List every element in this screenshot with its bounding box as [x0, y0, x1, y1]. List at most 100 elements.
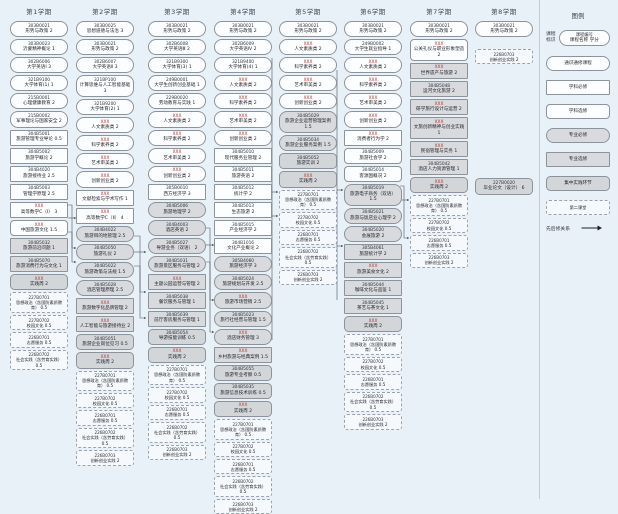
course-code: 304B5006 [165, 204, 189, 210]
course-code: XXX [172, 113, 182, 119]
course-box: 304B5003 管理学原理 2.5 [10, 183, 68, 200]
course-name: 餐饮服务与管理 1 [158, 300, 196, 306]
course-box: XXX 艺术审美类 2 [148, 147, 206, 164]
course-box: XXX 世界遗产与旅游 2 [410, 62, 468, 80]
course-name: 旅游社会学 2 [359, 155, 387, 161]
course-box: 227B0701 思想政治（含国防素质教育） 0.5 [148, 364, 206, 386]
course-name: 大学体育(2) 1 [90, 106, 120, 112]
course-code: 304B5052 [296, 155, 320, 161]
course-box: 304B5022 旅游政策与法规 1.5 [76, 261, 134, 279]
course-code: 226B0702 [166, 424, 188, 430]
legend-shape-ge: 通识通修课程 [546, 56, 610, 72]
legend-shape-label: 集中实践环节 [564, 180, 592, 186]
course-box: XXX 实践周 2 [410, 177, 468, 194]
course-code: 303B0021 [361, 23, 385, 29]
course-box: 304B5028 酒店管理原理 2.5 [76, 280, 134, 297]
course-code: 226B0702 [232, 478, 254, 484]
course-name: 艺术审美类 2 [91, 161, 119, 167]
course-code: XXX [434, 119, 444, 125]
course-box: 249B0002 大学生就业指导 1 [344, 39, 402, 56]
course-code: XXX [100, 155, 110, 161]
course-code: 302B6009 [231, 41, 255, 47]
course-name: 艺术审美类 2 [294, 83, 322, 89]
course-code: XXX [34, 204, 44, 210]
course-code: XXX [303, 59, 313, 65]
semester-column-7: 第7学期 303B0021 形势与政策 2 XXX 公关礼仪与职业形象塑造 2 XXX 世界… [410, 6, 468, 268]
course-code: 304B5035 [231, 385, 255, 391]
course-code: 227B0702 [94, 395, 116, 401]
course-code: 303B0023 [27, 41, 51, 47]
course-code: XXX [368, 264, 378, 270]
course-box: 226B0703 创新创业实践 2 [148, 444, 206, 461]
course-name: 高等数学C（Ⅰ） 3 [20, 209, 58, 215]
course-name: 旅游礼仪 2 [93, 251, 117, 257]
course-code: 321B9100 [27, 77, 51, 83]
course-box: 303B0023 沂蒙精神概论 1 [10, 39, 68, 56]
course-name: 形势与政策 2 [25, 28, 53, 34]
course-name: 计算思维与人工智能基础 3 [79, 83, 131, 94]
course-box: 304B5023 旅行社经营与管理 1.5 [214, 310, 272, 327]
course-box: 302B6009 大学英语Ⅳ 2 [214, 39, 272, 56]
course-code: 304B5002 [27, 150, 51, 156]
course-name: 旅游政策与法规 1.5 [84, 269, 126, 275]
legend-badge-name: 课程名称 学分 [569, 37, 599, 43]
course-box: XXX 科学素养类 2 [148, 129, 206, 146]
course-code: 304B5014 [361, 168, 385, 174]
course-box: 304B5031 旅游景区服务与管理 2 [148, 256, 206, 273]
course-name: 旅游专业考察 0.5 [224, 372, 262, 378]
course-name: 社会实践（含劳育实践） 0.5 [349, 399, 397, 410]
course-name: 科学素养类 2 [294, 65, 322, 71]
course-code: 304B5010 [231, 150, 255, 156]
course-box: 304B5013 生态旅游 2 [214, 201, 272, 219]
course-code: 226B0703 [493, 51, 515, 57]
course-name: 科学素养类 2 [229, 101, 257, 107]
course-box: 304B5050 旅游礼仪 2 [76, 243, 134, 260]
course-code: 304B4022 [93, 228, 117, 234]
course-name: 旅游管理专业导论 0.5 [16, 137, 62, 143]
course-box: 226B0701 志愿服务 0.5 [76, 410, 134, 426]
course-box: XXX 科学素养类 2 [344, 75, 402, 92]
course-box: 304B5002 旅游学概论 2 [10, 147, 68, 164]
course-code: XXX [172, 132, 182, 138]
course-code: XXX [100, 119, 110, 125]
semester-header: 第1学期 [26, 8, 52, 16]
course-box: XXX 科学素养类 2 [76, 135, 134, 152]
course-name: 艺术审美类 2 [359, 101, 387, 107]
course-code: 304B5023 [231, 313, 255, 318]
course-box: 304B5044 咖啡文化与品鉴 1 [344, 280, 402, 297]
course-box: XXX 艺术审美类 2 [344, 93, 402, 110]
course-name: 民宿管理与实务 1 [420, 148, 458, 154]
course-name: 大学体育(1) 1 [24, 83, 54, 89]
course-name: 科学素养类 2 [359, 83, 387, 89]
course-name: 主题公园运营与管理 2 [154, 282, 200, 288]
course-name: 科学素养类 2 [163, 137, 191, 143]
course-code: 304B5042 [427, 161, 451, 167]
course-name: 志愿服务 0.5 [360, 381, 386, 387]
course-box: 303B0021 形势与政策 2 [10, 21, 68, 38]
course-box: XXX 人文素质类 2 [214, 75, 272, 92]
course-code: 304B5012 [231, 186, 255, 192]
course-box: 226B0701 志愿服务 0.5 [410, 235, 468, 251]
course-name: 毕业论文（设计） 6 [483, 186, 525, 192]
course-name: 酒店财务管理 3 [227, 336, 259, 342]
course-box: 303B0025 思想道德与法治 3 [76, 21, 134, 38]
semester-column-8: 第8学期 303B0021 形势与政策 2 226B0703 创新创业实践 2 227B0… [475, 6, 533, 195]
course-box: 227B0701 思想政治（含国防素质教育） 0.5 [76, 370, 134, 392]
course-code: XXX [172, 349, 182, 355]
course-code: 226B0703 [362, 416, 384, 422]
course-code: 304B5045 [361, 300, 385, 306]
course-code: 302B6007 [93, 59, 117, 65]
semester-header: 第6学期 [360, 8, 386, 16]
course-code: 227B0702 [166, 389, 188, 395]
course-box: 226B0703 创新创业实践 2 [410, 252, 468, 268]
course-code: 304B1016 [231, 240, 255, 246]
course-name: 旅游地理学 2 [163, 209, 191, 215]
legend-shape-prac: 集中实践环节 [546, 176, 610, 192]
course-name: 志愿服务 0.5 [92, 418, 118, 424]
course-name: 大学生创新创业基础 1 [154, 83, 200, 89]
course-name: 艺术审美类 2 [163, 155, 191, 161]
course-name: 旅游景区服务与管理 2 [154, 264, 200, 270]
course-name: 大学英语Ⅱ 3 [92, 65, 118, 71]
course-code: 304B5003 [27, 186, 51, 192]
